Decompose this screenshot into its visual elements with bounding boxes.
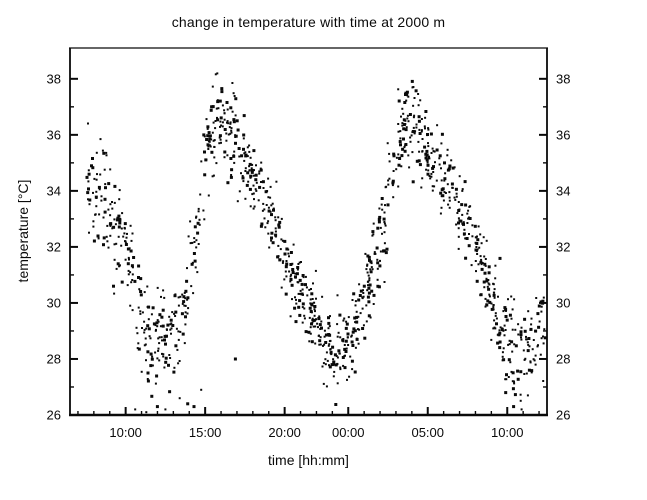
y-tick-label-right: 28 xyxy=(556,351,570,366)
x-tick-label: 00:00 xyxy=(332,425,365,440)
y-tick-label-right: 30 xyxy=(556,295,570,310)
y-tick-label-right: 34 xyxy=(556,183,570,198)
chart-title: change in temperature with time at 2000 … xyxy=(171,14,446,30)
y-tick-label-right: 38 xyxy=(556,71,570,86)
x-tick-label: 20:00 xyxy=(268,425,301,440)
y-tick-label-left: 34 xyxy=(47,183,61,198)
x-axis-label: time [hh:mm] xyxy=(268,452,349,468)
tick-labels: 10:00 15:00 20:00 00:00 05:00 10:00 26 26 28 28 30… xyxy=(47,71,571,440)
y-axis-label: temperature [°C] xyxy=(15,179,31,283)
y-tick-label-right: 32 xyxy=(556,239,570,254)
x-tick-label: 10:00 xyxy=(109,425,142,440)
x-tick-label: 10:00 xyxy=(491,425,524,440)
y-tick-label-left: 28 xyxy=(47,351,61,366)
y-tick-label-right: 36 xyxy=(556,127,570,142)
y-tick-label-left: 30 xyxy=(47,295,61,310)
data-points xyxy=(85,72,547,414)
x-tick-label: 15:00 xyxy=(189,425,222,440)
plot-frame xyxy=(69,47,548,417)
y-tick-label-right: 26 xyxy=(556,408,570,423)
y-tick-label-left: 38 xyxy=(47,71,61,86)
x-tick-label: 05:00 xyxy=(411,425,444,440)
y-tick-label-left: 26 xyxy=(47,408,61,423)
y-tick-label-left: 32 xyxy=(47,239,61,254)
y-tick-label-left: 36 xyxy=(47,127,61,142)
